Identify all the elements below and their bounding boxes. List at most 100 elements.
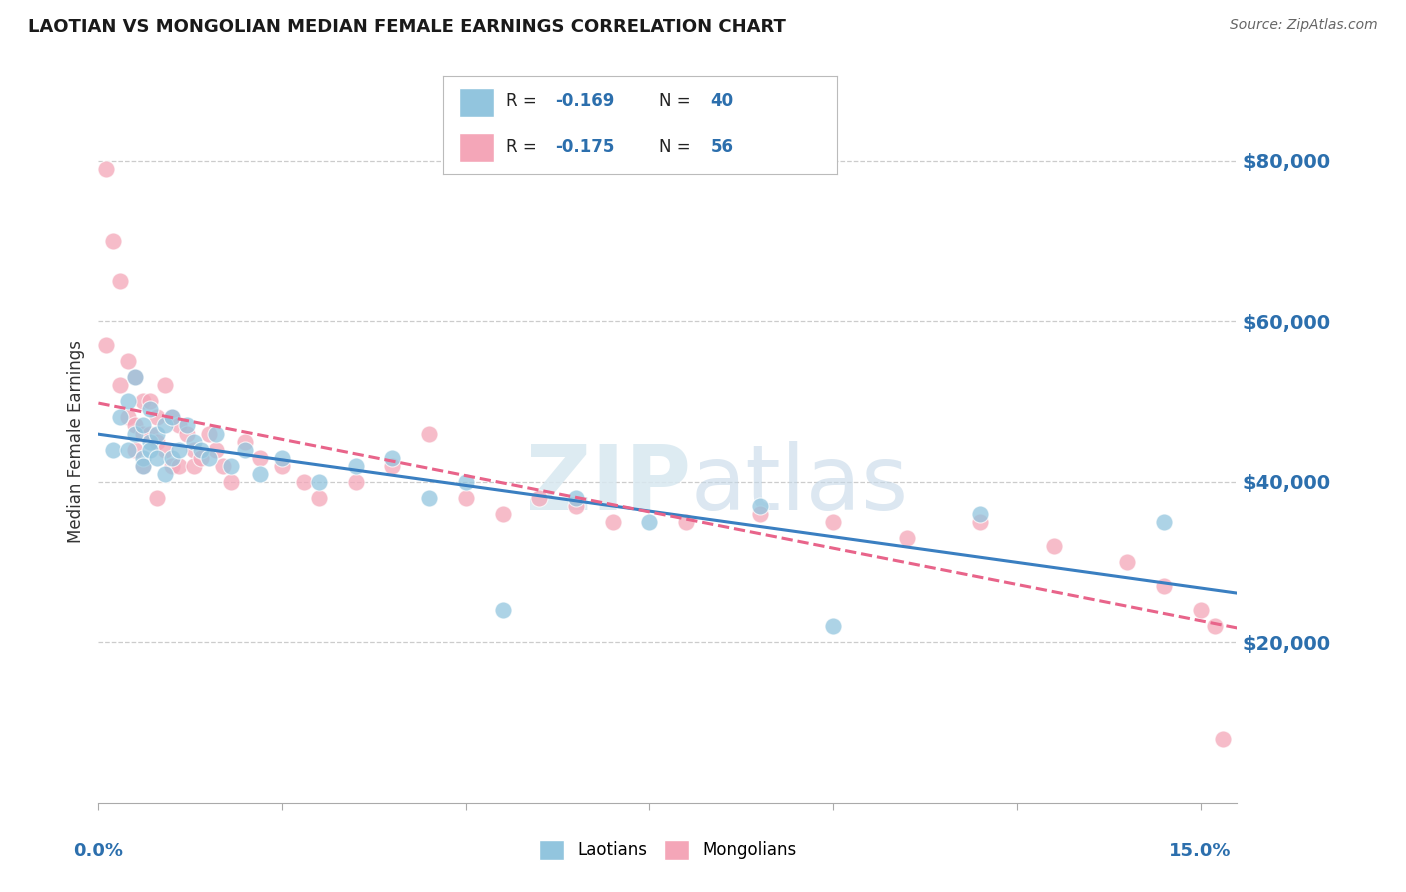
- Point: [491, 603, 513, 617]
- Text: Source: ZipAtlas.com: Source: ZipAtlas.com: [1230, 18, 1378, 32]
- Point: [748, 499, 770, 513]
- Point: [131, 458, 153, 473]
- Point: [418, 426, 440, 441]
- Point: [212, 458, 235, 473]
- Point: [1204, 619, 1226, 633]
- Point: [160, 450, 183, 465]
- Point: [146, 491, 169, 505]
- Point: [638, 515, 661, 529]
- Point: [565, 491, 588, 505]
- Point: [271, 458, 294, 473]
- Point: [529, 491, 551, 505]
- Y-axis label: Median Female Earnings: Median Female Earnings: [66, 340, 84, 543]
- Text: LAOTIAN VS MONGOLIAN MEDIAN FEMALE EARNINGS CORRELATION CHART: LAOTIAN VS MONGOLIAN MEDIAN FEMALE EARNI…: [28, 18, 786, 36]
- Point: [146, 450, 169, 465]
- Point: [308, 491, 330, 505]
- Point: [117, 410, 139, 425]
- Text: ZIP: ZIP: [526, 441, 690, 529]
- Point: [153, 442, 176, 457]
- Text: R =: R =: [506, 93, 541, 111]
- Text: -0.175: -0.175: [555, 138, 614, 156]
- Point: [219, 458, 242, 473]
- Point: [271, 450, 294, 465]
- Text: 0.0%: 0.0%: [73, 842, 124, 860]
- Point: [748, 507, 770, 521]
- Bar: [458, 87, 494, 117]
- Point: [139, 426, 162, 441]
- Point: [117, 354, 139, 368]
- Point: [183, 434, 205, 449]
- Point: [235, 434, 257, 449]
- Point: [131, 458, 153, 473]
- Point: [675, 515, 697, 529]
- Point: [153, 378, 176, 392]
- Point: [1042, 539, 1064, 553]
- Point: [124, 370, 146, 384]
- Point: [190, 450, 212, 465]
- Point: [160, 410, 183, 425]
- Text: -0.169: -0.169: [555, 93, 614, 111]
- Point: [205, 426, 228, 441]
- Point: [101, 442, 124, 457]
- Point: [153, 467, 176, 481]
- Point: [344, 458, 367, 473]
- Point: [1153, 579, 1175, 593]
- Point: [176, 426, 198, 441]
- Legend: Laotians, Mongolians: Laotians, Mongolians: [533, 833, 803, 867]
- Point: [1212, 731, 1234, 746]
- Point: [146, 426, 169, 441]
- Point: [139, 402, 162, 417]
- Point: [969, 507, 991, 521]
- Point: [94, 161, 117, 176]
- Point: [1116, 555, 1139, 569]
- Point: [124, 426, 146, 441]
- Point: [124, 418, 146, 433]
- Point: [308, 475, 330, 489]
- Point: [124, 370, 146, 384]
- Text: R =: R =: [506, 138, 541, 156]
- Point: [1153, 515, 1175, 529]
- Point: [381, 450, 404, 465]
- Point: [418, 491, 440, 505]
- Point: [205, 442, 228, 457]
- Point: [823, 619, 845, 633]
- Text: 15.0%: 15.0%: [1170, 842, 1232, 860]
- Point: [183, 442, 205, 457]
- Point: [219, 475, 242, 489]
- Point: [249, 450, 271, 465]
- Point: [235, 442, 257, 457]
- Point: [101, 234, 124, 248]
- Point: [131, 450, 153, 465]
- Point: [131, 426, 153, 441]
- Point: [167, 418, 190, 433]
- Point: [110, 274, 132, 288]
- Point: [197, 426, 219, 441]
- Point: [153, 418, 176, 433]
- Point: [292, 475, 315, 489]
- Text: 56: 56: [710, 138, 734, 156]
- Point: [1189, 603, 1212, 617]
- Point: [565, 499, 588, 513]
- Point: [131, 394, 153, 409]
- Point: [491, 507, 513, 521]
- Point: [160, 458, 183, 473]
- Point: [139, 442, 162, 457]
- Point: [110, 410, 132, 425]
- Bar: [458, 133, 494, 162]
- Point: [124, 442, 146, 457]
- Point: [381, 458, 404, 473]
- Point: [176, 418, 198, 433]
- Text: atlas: atlas: [690, 441, 908, 529]
- Point: [94, 338, 117, 352]
- Point: [344, 475, 367, 489]
- Text: 40: 40: [710, 93, 734, 111]
- Text: N =: N =: [659, 138, 696, 156]
- Point: [139, 394, 162, 409]
- Point: [160, 410, 183, 425]
- Point: [167, 442, 190, 457]
- Point: [249, 467, 271, 481]
- Point: [190, 442, 212, 457]
- Point: [454, 491, 477, 505]
- Text: N =: N =: [659, 93, 696, 111]
- Point: [167, 458, 190, 473]
